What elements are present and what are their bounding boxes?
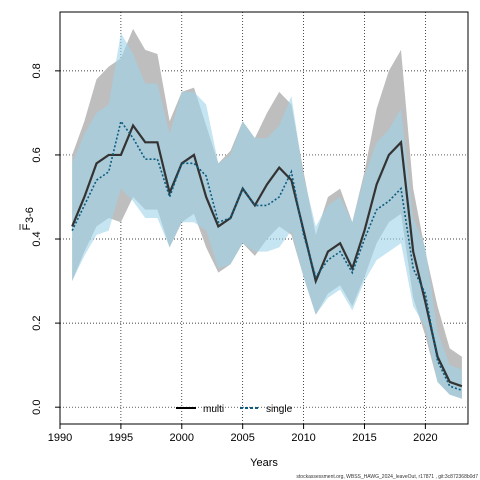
y-tick-label: 0.6 xyxy=(31,147,43,162)
x-tick-label: 1995 xyxy=(109,432,133,444)
series-lines xyxy=(71,119,463,392)
x-tick-label: 1990 xyxy=(48,432,72,444)
x-tick-label: 2015 xyxy=(352,432,376,444)
legend-single-label: single xyxy=(266,404,293,415)
y-tick-label: 0.2 xyxy=(31,315,43,330)
y-tick-label: 0.8 xyxy=(31,63,43,78)
x-tick-label: 2010 xyxy=(291,432,315,444)
y-tick-label: 0.4 xyxy=(31,231,43,246)
y-tick-label: 0.0 xyxy=(31,400,43,415)
band-single xyxy=(72,33,462,399)
footer-note: stockassessment.org, WBSS_HAWG_2024_leav… xyxy=(296,474,478,480)
y-axis-title-main: F xyxy=(21,223,33,230)
confidence-bands xyxy=(72,28,462,399)
y-axis-title-subscript: 3-6 xyxy=(24,207,36,223)
x-axis: 1990 1995 2000 2005 2010 2015 2020 xyxy=(48,423,438,444)
x-axis-title: Years xyxy=(250,457,278,469)
y-axis-title: F 3-6 xyxy=(19,207,36,230)
x-tick-label: 2005 xyxy=(230,432,254,444)
legend-multi-label: multi xyxy=(203,404,224,415)
series-line-multi xyxy=(71,123,463,388)
legend: multi single xyxy=(176,404,293,415)
x-tick-label: 2000 xyxy=(170,432,194,444)
y-axis: 0.0 0.2 0.4 0.6 0.8 xyxy=(31,63,60,415)
x-tick-label: 2020 xyxy=(413,432,437,444)
